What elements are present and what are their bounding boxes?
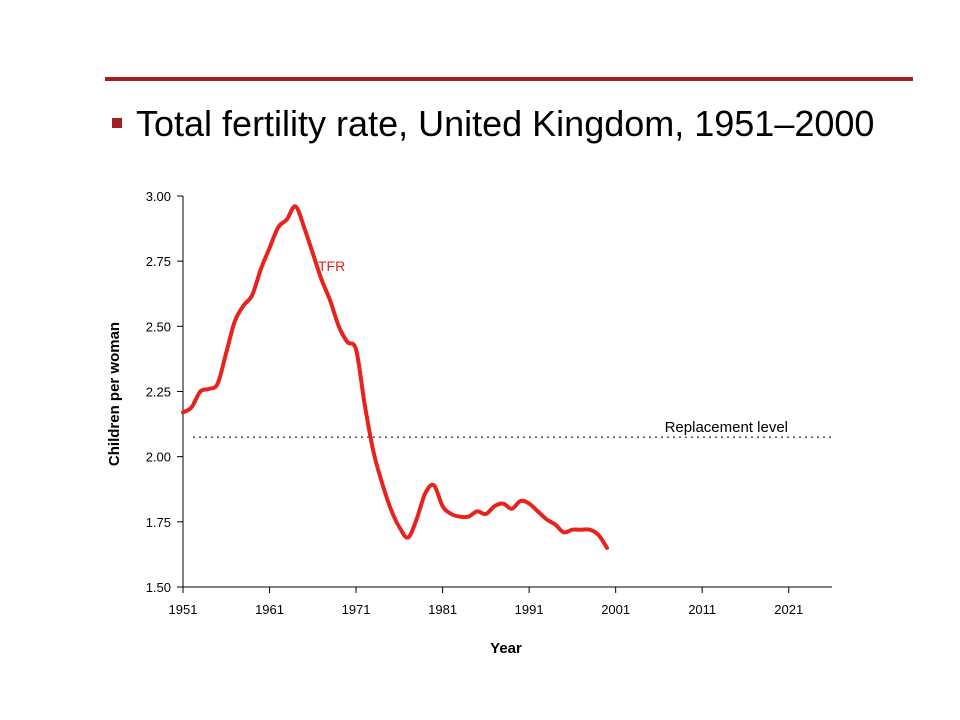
data-point — [259, 268, 262, 271]
data-point — [242, 304, 245, 307]
data-point — [441, 505, 444, 508]
data-point — [216, 382, 219, 385]
data-point — [424, 492, 427, 495]
data-point — [519, 500, 522, 503]
data-point — [225, 351, 228, 354]
data-point — [277, 226, 280, 229]
data-point — [251, 294, 254, 297]
bullet-icon — [112, 118, 122, 128]
data-point — [337, 325, 340, 328]
data-point — [372, 450, 375, 453]
data-point — [536, 510, 539, 513]
y-tick-label: 2.75 — [146, 254, 171, 269]
data-point — [562, 531, 565, 534]
data-point — [580, 528, 583, 531]
x-axis-title: Year — [490, 640, 522, 657]
series-group: TFR — [181, 204, 609, 550]
data-point — [311, 252, 314, 255]
replacement-level-label: Replacement level — [665, 419, 788, 436]
data-point — [554, 523, 557, 526]
data-point — [363, 403, 366, 406]
series-label-tfr: TFR — [318, 258, 345, 274]
data-point — [199, 390, 202, 393]
data-point — [329, 299, 332, 302]
x-tick-label: 1991 — [515, 602, 544, 617]
x-tick-label: 1961 — [255, 602, 284, 617]
y-tick-label: 2.00 — [146, 450, 171, 465]
data-point — [432, 484, 435, 487]
data-point — [407, 536, 410, 539]
replacement-level-group: Replacement level — [193, 419, 832, 438]
x-tick-label: 1981 — [428, 602, 457, 617]
data-point — [355, 348, 358, 351]
x-tick-label: 2001 — [601, 602, 630, 617]
chart-axes: 1.50 1.75 2.00 2.25 2.50 2.75 3.00 1951 1961 1971… — [146, 189, 832, 617]
data-point — [190, 406, 193, 409]
y-tick-label: 2.50 — [146, 319, 171, 334]
data-point — [571, 528, 574, 531]
data-point — [510, 507, 513, 510]
title-rule — [105, 77, 913, 81]
data-point — [268, 247, 271, 250]
data-point — [476, 510, 479, 513]
y-tick-label: 3.00 — [146, 189, 171, 204]
data-point — [467, 515, 470, 518]
y-tick-label: 1.50 — [146, 580, 171, 595]
data-point — [450, 513, 453, 516]
series-line-tfr — [181, 204, 609, 550]
data-point — [303, 226, 306, 229]
y-tick-label: 1.75 — [146, 515, 171, 530]
data-point — [233, 320, 236, 323]
x-tick-label: 2011 — [688, 602, 716, 617]
data-point — [545, 518, 548, 521]
data-point — [597, 533, 600, 536]
data-point — [606, 546, 609, 549]
data-point — [294, 205, 297, 208]
data-point — [493, 505, 496, 508]
data-point — [528, 502, 531, 505]
data-point — [415, 518, 418, 521]
data-point — [182, 411, 185, 414]
data-point — [320, 278, 323, 281]
y-tick-label: 2.25 — [146, 385, 171, 400]
data-point — [398, 526, 401, 529]
x-tick-label: 1971 — [342, 602, 371, 617]
slide-title: Total fertility rate, United Kingdom, 19… — [136, 103, 875, 144]
data-point — [389, 507, 392, 510]
data-point — [381, 481, 384, 484]
data-point — [285, 218, 288, 221]
x-tick-label: 1951 — [169, 602, 198, 617]
y-axis-title: Children per woman — [106, 322, 123, 466]
data-point — [208, 387, 211, 390]
data-point — [458, 515, 461, 518]
data-point — [502, 502, 505, 505]
data-point — [346, 341, 349, 344]
data-point — [484, 513, 487, 516]
data-point — [588, 528, 591, 531]
x-tick-label: 2021 — [774, 602, 803, 617]
